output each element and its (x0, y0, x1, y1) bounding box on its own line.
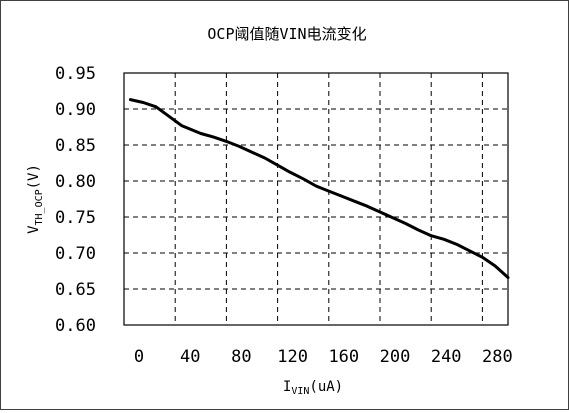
x-axis-label-unit: (uA) (309, 379, 343, 395)
y-tick-label-7: 0.95 (55, 64, 96, 84)
x-tick-label-3: 120 (277, 347, 308, 367)
x-axis-label-main: I (283, 379, 291, 395)
x-tick-label-7: 280 (482, 347, 513, 367)
y-tick-label-6: 0.90 (55, 100, 96, 120)
y-axis-label-unit: (V) (26, 164, 42, 189)
series-line-0 (128, 98, 510, 279)
y-tick-label-5: 0.85 (55, 136, 96, 156)
x-tick-label-2: 80 (231, 347, 251, 367)
y-axis-label-sub: TH_OCP (34, 189, 45, 225)
y-tick-label-0: 0.60 (55, 316, 96, 336)
x-tick-label-0: 0 (134, 347, 144, 367)
y-tick-label-2: 0.70 (55, 244, 96, 264)
x-tick-label-6: 240 (431, 347, 462, 367)
x-tick-label-1: 40 (180, 347, 200, 367)
y-axis-label-main: V (26, 225, 42, 234)
x-tick-label-4: 160 (328, 347, 359, 367)
grid (124, 73, 508, 325)
x-axis-label-sub: VIN (291, 386, 309, 397)
series-layer (128, 98, 510, 279)
y-tick-label-1: 0.65 (55, 280, 96, 300)
y-axis: 0.60 0.65 0.70 0.75 0.80 0.85 0.90 0.95 (55, 64, 96, 336)
y-axis-label: VTH_OCP(V) (26, 164, 45, 234)
y-tick-label-4: 0.80 (55, 172, 96, 192)
x-tick-label-5: 200 (380, 347, 411, 367)
plot-area (123, 72, 509, 326)
x-axis: 0 40 80 120 160 200 240 280 (134, 347, 513, 367)
x-axis-label: IVIN(uA) (283, 379, 343, 397)
chart-title: OCP阈值随VIN电流变化 (207, 25, 366, 43)
y-tick-label-3: 0.75 (55, 208, 96, 228)
